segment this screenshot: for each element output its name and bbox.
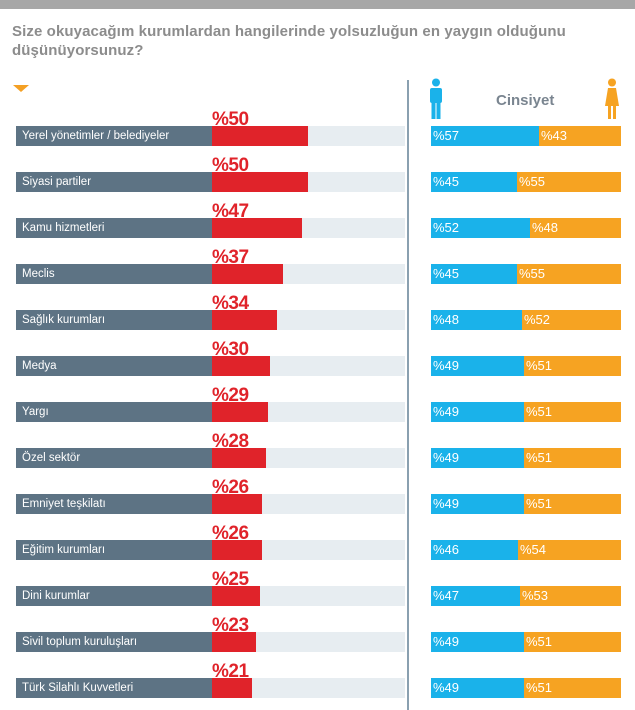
category-label: Emniyet teşkilatı [16, 494, 212, 514]
category-label: Sivil toplum kuruluşları [16, 632, 212, 652]
table-row: Türk Silahlı Kuvvetleri %21 %49 %51 [0, 662, 635, 698]
overall-bar [212, 126, 308, 146]
male-bar: %52 [431, 218, 530, 238]
female-bar: %55 [517, 172, 621, 192]
female-bar: %51 [524, 448, 621, 468]
overall-bar [212, 402, 268, 422]
table-row: Dini kurumlar %25 %47 %53 [0, 570, 635, 606]
overall-bar [212, 540, 262, 560]
category-label: Sağlık kurumları [16, 310, 212, 330]
chart-title: Size okuyacağım kurumlardan hangilerinde… [12, 23, 566, 59]
overall-bar [212, 586, 260, 606]
overall-bar [212, 172, 308, 192]
table-row: Sağlık kurumları %34 %48 %52 [0, 294, 635, 330]
female-bar: %51 [524, 402, 621, 422]
overall-value-label: %50 [212, 109, 249, 130]
female-bar: %51 [524, 632, 621, 652]
table-row: Eğitim kurumları %26 %46 %54 [0, 524, 635, 560]
overall-value-label: %26 [212, 523, 249, 544]
overall-value-label: %25 [212, 569, 249, 590]
overall-bar [212, 678, 252, 698]
overall-value-label: %28 [212, 431, 249, 452]
category-label: Dini kurumlar [16, 586, 212, 606]
female-bar: %43 [539, 126, 621, 146]
gender-title: Cinsiyet [496, 92, 555, 109]
table-row: Yerel yönetimler / belediyeler %50 %57 %43 [0, 110, 635, 146]
category-label: Yerel yönetimler / belediyeler [16, 126, 212, 146]
male-bar: %49 [431, 678, 524, 698]
table-row: Yargı %29 %49 %51 [0, 386, 635, 422]
overall-bar [212, 632, 256, 652]
male-bar: %46 [431, 540, 518, 560]
overall-bar [212, 448, 266, 468]
female-icon [605, 78, 619, 119]
overall-bar [212, 218, 302, 238]
male-bar: %47 [431, 586, 520, 606]
category-label: Türk Silahlı Kuvvetleri [16, 678, 212, 698]
female-bar: %53 [520, 586, 621, 606]
male-bar: %57 [431, 126, 539, 146]
top-bar [0, 0, 635, 9]
category-label: Kamu hizmetleri [16, 218, 212, 238]
triangle-marker-icon [13, 85, 29, 92]
male-bar: %49 [431, 402, 524, 422]
table-row: Meclis %37 %45 %55 [0, 248, 635, 284]
table-row: Sivil toplum kuruluşları %23 %49 %51 [0, 616, 635, 652]
female-bar: %51 [524, 494, 621, 514]
male-bar: %45 [431, 264, 517, 284]
table-row: Emniyet teşkilatı %26 %49 %51 [0, 478, 635, 514]
overall-bar [212, 264, 283, 284]
category-label: Medya [16, 356, 212, 376]
male-bar: %49 [431, 632, 524, 652]
table-row: Siyasi partiler %50 %45 %55 [0, 156, 635, 192]
male-icon [430, 78, 442, 119]
table-row: Medya %30 %49 %51 [0, 340, 635, 376]
female-bar: %52 [522, 310, 621, 330]
table-row: Özel sektör %28 %49 %51 [0, 432, 635, 468]
category-label: Siyasi partiler [16, 172, 212, 192]
category-label: Özel sektör [16, 448, 212, 468]
male-bar: %49 [431, 448, 524, 468]
overall-value-label: %29 [212, 385, 249, 406]
table-row: Kamu hizmetleri %47 %52 %48 [0, 202, 635, 238]
overall-value-label: %34 [212, 293, 249, 314]
male-bar: %45 [431, 172, 517, 192]
male-bar: %49 [431, 356, 524, 376]
male-bar: %48 [431, 310, 522, 330]
overall-value-label: %26 [212, 477, 249, 498]
female-bar: %51 [524, 678, 621, 698]
male-bar: %49 [431, 494, 524, 514]
overall-value-label: %47 [212, 201, 249, 222]
category-label: Eğitim kurumları [16, 540, 212, 560]
overall-value-label: %30 [212, 339, 249, 360]
overall-bar [212, 494, 262, 514]
overall-value-label: %23 [212, 615, 249, 636]
female-bar: %54 [518, 540, 621, 560]
female-bar: %48 [530, 218, 621, 238]
overall-value-label: %50 [212, 155, 249, 176]
category-label: Yargı [16, 402, 212, 422]
column-divider [407, 80, 409, 710]
overall-value-label: %21 [212, 661, 249, 682]
female-bar: %51 [524, 356, 621, 376]
female-bar: %55 [517, 264, 621, 284]
category-label: Meclis [16, 264, 212, 284]
overall-bar [212, 356, 270, 376]
overall-value-label: %37 [212, 247, 249, 268]
overall-bar [212, 310, 277, 330]
